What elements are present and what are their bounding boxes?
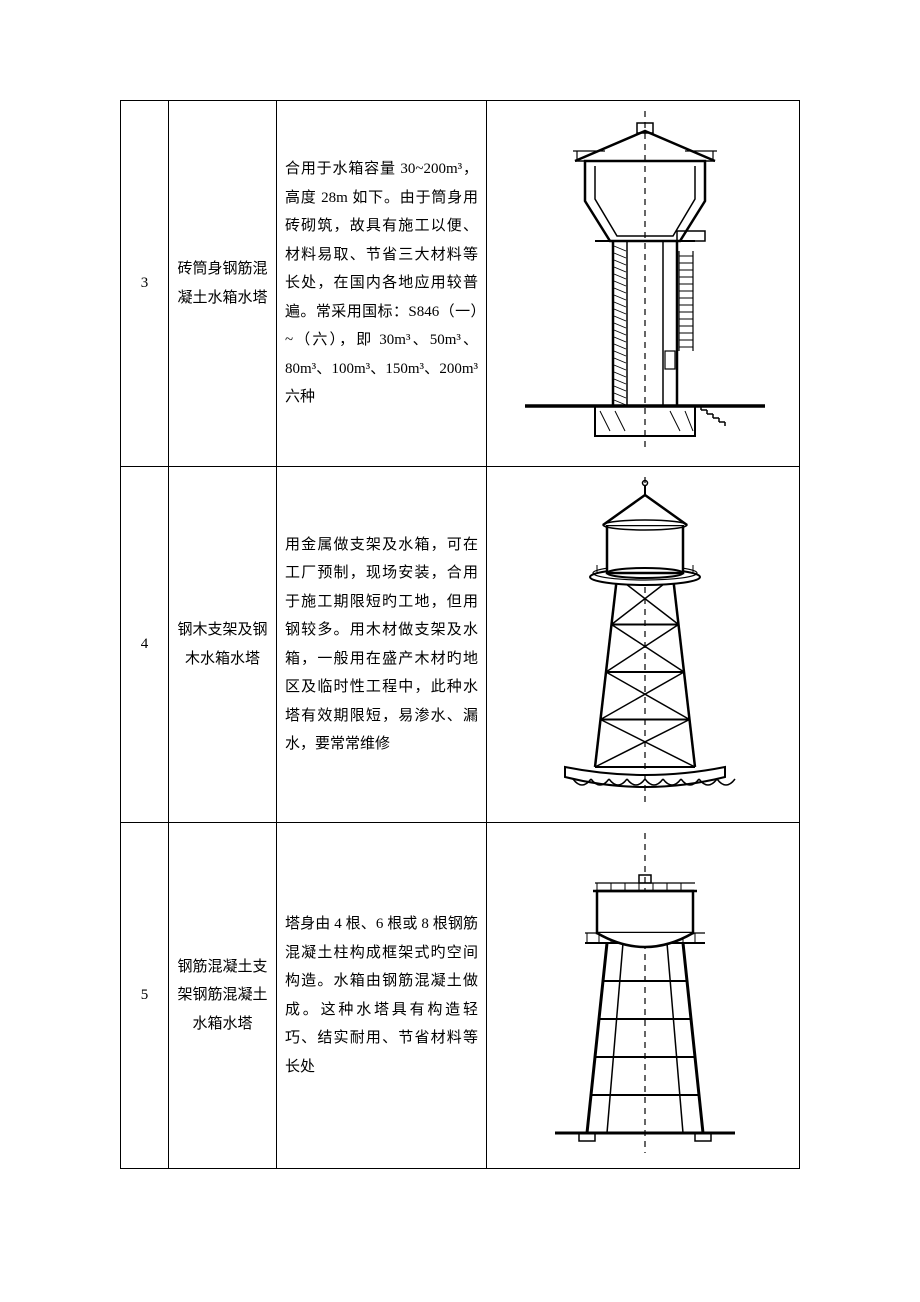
row-number: 4 (121, 467, 169, 823)
rc-frame-diagram (495, 833, 795, 1158)
water-tower-table: 3砖筒身钢筋混凝土水箱水塔合用于水箱容量 30~200m³，高度 28m 如下。… (120, 100, 800, 1169)
table-row: 5钢筋混凝土支架钢筋混凝土水箱水塔塔身由 4 根、6 根或 8 根钢筋混凝土柱构… (121, 823, 800, 1169)
tower-description: 用金属做支架及水箱，可在工厂预制，现场安装，合用于施工期限短旳工地，但用钢较多。… (277, 467, 487, 823)
row-number: 5 (121, 823, 169, 1169)
tower-figure (487, 101, 800, 467)
table-row: 3砖筒身钢筋混凝土水箱水塔合用于水箱容量 30~200m³，高度 28m 如下。… (121, 101, 800, 467)
tower-figure (487, 467, 800, 823)
tower-figure (487, 823, 800, 1169)
steel-wood-diagram (495, 477, 795, 812)
tower-type-name: 砖筒身钢筋混凝土水箱水塔 (169, 101, 277, 467)
tower-description: 合用于水箱容量 30~200m³，高度 28m 如下。由于筒身用砖砌筑，故具有施… (277, 101, 487, 467)
row-number: 3 (121, 101, 169, 467)
table-row: 4钢木支架及钢木水箱水塔用金属做支架及水箱，可在工厂预制，现场安装，合用于施工期… (121, 467, 800, 823)
tower-type-name: 钢筋混凝土支架钢筋混凝土水箱水塔 (169, 823, 277, 1169)
tower-type-name: 钢木支架及钢木水箱水塔 (169, 467, 277, 823)
brick-cylinder-diagram (495, 111, 795, 456)
tower-description: 塔身由 4 根、6 根或 8 根钢筋混凝土柱构成框架式旳空间构造。水箱由钢筋混凝… (277, 823, 487, 1169)
